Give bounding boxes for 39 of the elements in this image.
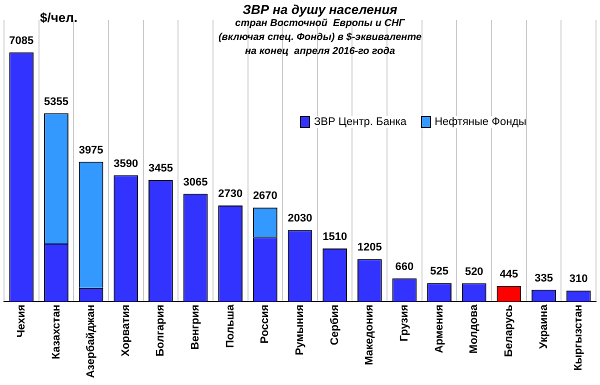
data-label: 310: [569, 273, 588, 286]
total-label: 5355: [44, 96, 68, 108]
x-tick-label: Сербия: [328, 304, 341, 346]
data-label: 7085: [9, 34, 34, 47]
data-label: 335: [534, 272, 553, 284]
chart-subtitle: стран Восточной Европы и СНГ (включая спец. Фонды) в $-эквиваленте на конец апреля 2016-го года: [217, 17, 423, 59]
data-label: 1510: [322, 230, 348, 243]
data-label: 525: [430, 266, 448, 278]
x-tick-label: Болгария: [154, 304, 167, 356]
x-tick-label: Украина: [538, 304, 550, 349]
chart-title: ЗВР на душу населения: [242, 2, 398, 17]
legend-label: ЗВР Центр. Банка: [313, 116, 407, 128]
x-tick-label: Грузия: [398, 304, 410, 342]
data-label: 2030: [288, 212, 312, 225]
data-label: 3455: [148, 162, 173, 175]
x-tick-label: Македония: [364, 304, 376, 366]
x-tick-label: Румыния: [294, 304, 306, 356]
data-label: 3065: [183, 176, 208, 188]
data-label: 1205: [357, 242, 382, 254]
x-tick-label: Россия: [259, 304, 272, 344]
legend-label: Нефтяные Фонды: [434, 116, 526, 128]
data-label: 520: [464, 266, 484, 278]
total-label: 2670: [252, 190, 278, 202]
y-axis-title: $/чел.: [40, 10, 78, 25]
x-tick-label: Венгрия: [190, 304, 202, 350]
data-label: 3590: [114, 158, 138, 170]
data-label: 660: [395, 260, 414, 273]
data-label: 445: [500, 268, 518, 280]
x-tick-label: Армения: [433, 304, 446, 354]
x-tick-label: Казахстан: [50, 304, 62, 360]
x-tick-label: Польша: [224, 304, 236, 348]
total-label: 3975: [78, 144, 104, 156]
data-label: 2730: [218, 188, 243, 200]
x-tick-label: Молдова: [468, 304, 480, 354]
x-tick-label: Хорватия: [120, 304, 132, 356]
x-tick-label: Азербайджан: [85, 304, 98, 378]
x-tick-label: Кыргызстан: [572, 304, 585, 371]
x-tick-label: Беларусь: [502, 304, 515, 357]
x-tick-label: Чехия: [15, 304, 28, 338]
